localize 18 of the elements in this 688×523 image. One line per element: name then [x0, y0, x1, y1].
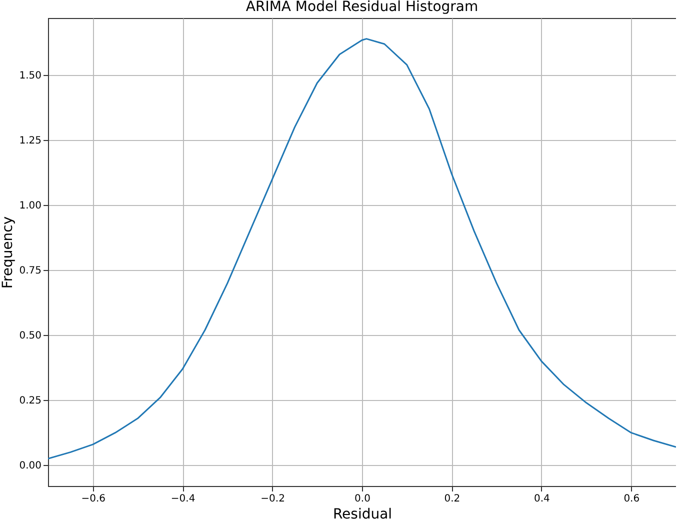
chart-title: ARIMA Model Residual Histogram [246, 0, 478, 15]
x-tick-label: 0.4 [534, 494, 550, 504]
y-tick-label: 0.75 [19, 266, 42, 277]
y-tick-label: 0.50 [19, 330, 42, 342]
y-tick-label: 1.25 [19, 136, 42, 147]
y-tick-label: 0.00 [19, 460, 42, 472]
y-axis-title: Frequency [0, 216, 16, 289]
x-tick-label: −0.6 [81, 494, 106, 504]
y-tick-label: 0.25 [19, 396, 42, 407]
x-axis-title: Residual [332, 506, 392, 522]
x-tick-label: 0.0 [354, 494, 370, 504]
x-tick-label: −0.4 [170, 494, 196, 504]
x-tick-label: 0.2 [444, 494, 460, 504]
line-series [48, 38, 676, 460]
y-tick-label: 1.50 [19, 70, 42, 82]
x-tick-label: −0.2 [260, 494, 285, 504]
y-tick-label: 1.00 [19, 200, 42, 212]
x-tick-label: 0.6 [624, 494, 640, 504]
